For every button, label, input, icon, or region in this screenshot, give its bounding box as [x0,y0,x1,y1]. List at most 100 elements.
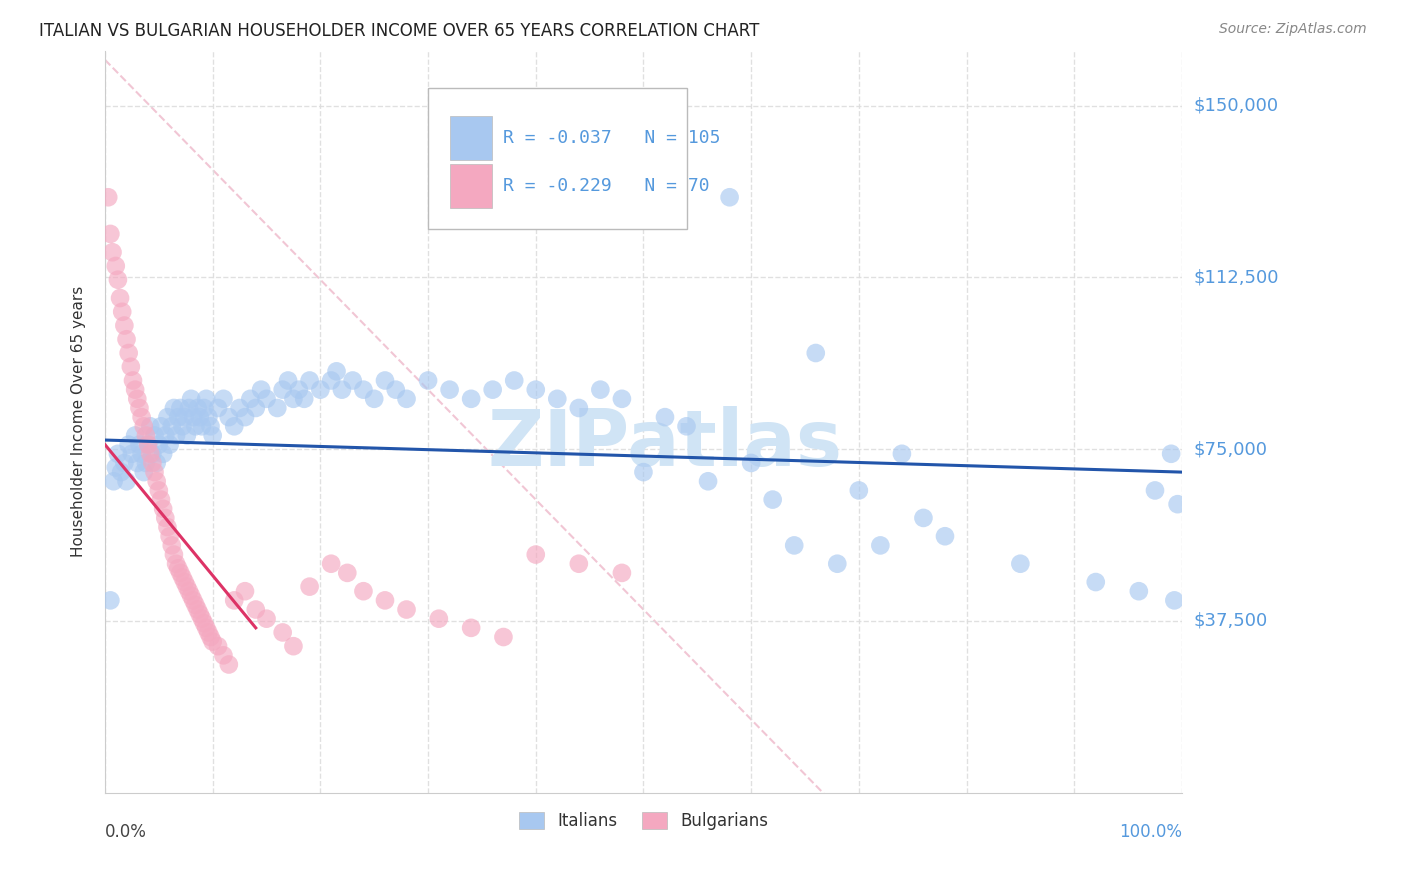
Point [298,374,321,388]
Point [439,383,461,397]
Point [848,483,870,498]
Point [288,383,311,397]
Text: R = -0.037   N = 105: R = -0.037 N = 105 [503,128,721,146]
Point [188,607,211,621]
Point [100,227,122,241]
Point [156,410,179,425]
Point [108,291,131,305]
Point [783,538,806,552]
Point [374,593,396,607]
Point [568,557,591,571]
Point [363,392,385,406]
Point [193,401,215,415]
FancyBboxPatch shape [427,87,686,228]
Point [150,492,173,507]
Point [740,456,762,470]
Point [218,410,240,425]
Point [191,612,214,626]
Y-axis label: Householder Income Over 65 years: Householder Income Over 65 years [72,286,86,558]
Point [610,566,633,580]
Point [112,318,135,333]
Point [869,538,891,552]
Point [97,190,120,204]
Point [139,447,162,461]
Point [283,639,305,653]
FancyBboxPatch shape [450,116,492,160]
Point [135,456,157,470]
Point [124,428,146,442]
Point [325,364,347,378]
Point [160,419,183,434]
Point [107,273,129,287]
Point [336,566,359,580]
Point [890,447,912,461]
Point [104,259,127,273]
Point [145,456,167,470]
Point [173,575,195,590]
Point [180,589,202,603]
Point [104,460,127,475]
Point [148,437,170,451]
Point [245,602,267,616]
Text: $112,500: $112,500 [1194,268,1278,286]
Point [191,419,214,434]
Point [395,392,418,406]
Point [155,511,177,525]
Point [1128,584,1150,599]
Text: 100.0%: 100.0% [1119,823,1182,841]
FancyBboxPatch shape [450,164,492,208]
Point [163,548,186,562]
Point [176,428,198,442]
Point [132,465,155,479]
Point [115,332,138,346]
Point [181,593,204,607]
Point [298,580,321,594]
Point [912,511,935,525]
Text: 0.0%: 0.0% [105,823,146,841]
Point [1010,557,1032,571]
Point [167,561,190,575]
Point [384,383,406,397]
Point [155,428,177,442]
Point [152,447,174,461]
Point [188,410,211,425]
Point [271,383,294,397]
Point [128,401,150,415]
Point [187,602,209,616]
Point [131,447,153,461]
Text: $75,000: $75,000 [1194,441,1267,458]
Point [136,437,159,451]
Point [152,501,174,516]
Point [1084,575,1107,590]
Point [156,520,179,534]
Point [200,630,222,644]
Point [321,374,343,388]
Point [169,401,191,415]
Point [110,465,132,479]
Point [292,392,315,406]
Point [256,612,278,626]
Point [200,419,222,434]
Text: ZIPatlas: ZIPatlas [488,406,842,482]
Point [177,401,200,415]
Point [100,593,122,607]
Point [309,383,332,397]
Point [163,401,186,415]
Point [212,392,235,406]
Point [172,570,194,584]
Point [460,621,482,635]
Point [118,437,141,451]
Point [427,612,450,626]
Point [181,410,204,425]
Point [197,625,219,640]
Point [176,580,198,594]
Point [143,465,166,479]
Point [143,428,166,442]
Point [589,383,612,397]
Point [145,475,167,489]
Point [121,447,143,461]
Point [173,410,195,425]
Point [207,639,229,653]
Point [107,447,129,461]
Point [271,625,294,640]
